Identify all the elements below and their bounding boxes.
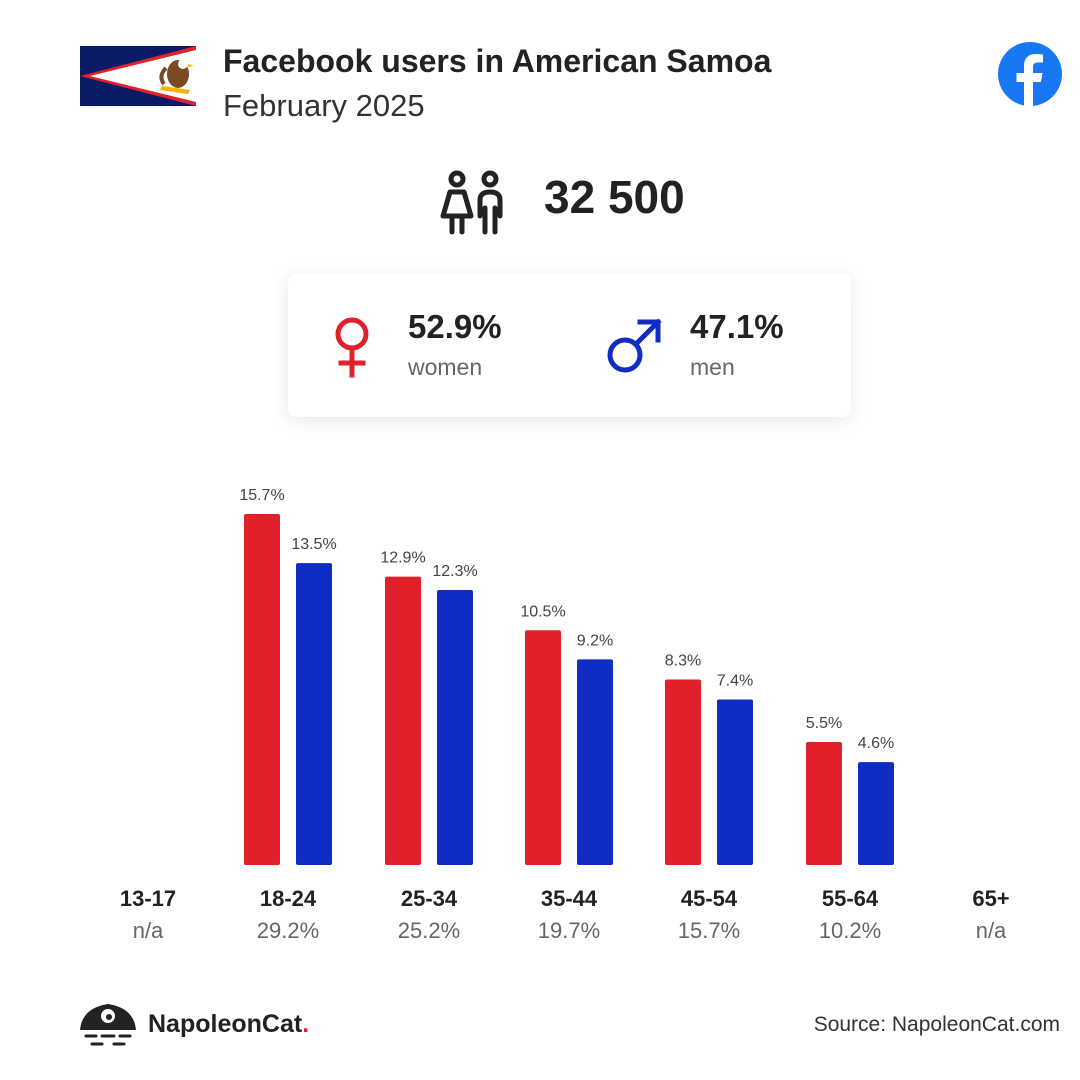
age-group-label-18-24: 18-24 <box>260 886 317 911</box>
age-group-total-35-44: 19.7% <box>538 918 600 943</box>
bar-women-35-44 <box>525 630 561 865</box>
age-group-total-18-24: 29.2% <box>257 918 319 943</box>
napoleoncat-logo-icon <box>80 1004 136 1046</box>
age-group-label-13-17: 13-17 <box>120 886 176 911</box>
age-group-label-25-34: 25-34 <box>401 886 458 911</box>
bar-value-label-women-35-44: 10.5% <box>520 603 565 620</box>
bar-value-label-men-35-44: 9.2% <box>577 632 613 649</box>
bar-value-label-women-25-34: 12.9% <box>380 550 425 567</box>
bar-value-label-men-55-64: 4.6% <box>858 735 894 752</box>
female-symbol-icon <box>335 317 369 378</box>
american-samoa-flag-icon <box>80 46 196 106</box>
bar-women-25-34 <box>385 576 421 865</box>
age-group-total-45-54: 15.7% <box>678 918 740 943</box>
male-symbol-icon <box>607 318 662 373</box>
age-group-total-65+: n/a <box>976 918 1007 943</box>
men-label: men <box>690 354 735 380</box>
age-group-label-65+: 65+ <box>972 886 1009 911</box>
age-group-label-55-64: 55-64 <box>822 886 879 911</box>
women-label: women <box>408 354 483 380</box>
bar-women-45-54 <box>665 679 701 865</box>
age-group-total-55-64: 10.2% <box>819 918 881 943</box>
bar-men-35-44 <box>577 659 613 865</box>
bar-men-18-24 <box>296 563 332 865</box>
bar-men-45-54 <box>717 699 753 865</box>
bar-women-55-64 <box>806 742 842 865</box>
age-group-label-35-44: 35-44 <box>541 886 598 911</box>
bar-value-label-women-55-64: 5.5% <box>806 715 842 732</box>
people-icon <box>440 170 503 235</box>
source-text: Source: NapoleonCat.com <box>813 1013 1060 1036</box>
bar-value-label-women-18-24: 15.7% <box>239 487 284 504</box>
women-percentage: 52.9% <box>408 308 502 345</box>
age-group-label-45-54: 45-54 <box>681 886 738 911</box>
bar-men-55-64 <box>858 762 894 865</box>
bar-value-label-men-45-54: 7.4% <box>717 673 753 690</box>
bar-men-25-34 <box>437 590 473 865</box>
brand-name-text: NapoleonCat <box>148 1010 303 1038</box>
brand-dot: . <box>302 1010 310 1038</box>
bar-value-label-men-18-24: 13.5% <box>291 536 336 553</box>
facebook-icon <box>998 42 1062 106</box>
bar-value-label-women-45-54: 8.3% <box>665 652 701 669</box>
men-percentage: 47.1% <box>690 308 784 345</box>
bar-women-18-24 <box>244 514 280 865</box>
page-subtitle: February 2025 <box>223 88 425 123</box>
age-gender-bar-chart: 13-17 n/a 15.7% 13.5% 18-24 29.2% 12.9% 12.3% 25… <box>120 487 1010 943</box>
total-users-value: 32 500 <box>544 171 685 223</box>
age-group-total-25-34: 25.2% <box>398 918 460 943</box>
brand-name: NapoleonCat. <box>148 1010 309 1039</box>
bar-value-label-men-25-34: 12.3% <box>432 563 477 580</box>
age-group-total-13-17: n/a <box>133 918 164 943</box>
gender-split-card: 52.9% women 47.1% men <box>288 274 851 417</box>
page-title: Facebook users in American Samoa <box>223 43 772 79</box>
